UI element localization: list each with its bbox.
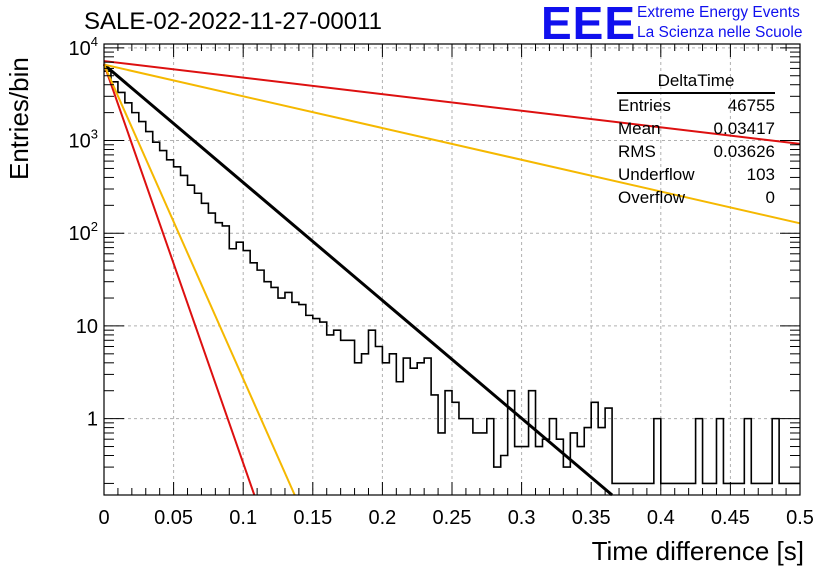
x-tick-label: 0 xyxy=(98,507,109,529)
stats-label: Entries xyxy=(618,96,671,115)
x-axis-title: Time difference [s] xyxy=(591,536,804,566)
fit-line-4 xyxy=(103,63,256,496)
fit-lines xyxy=(103,60,801,497)
stats-label: Overflow xyxy=(618,188,686,207)
stats-label: RMS xyxy=(618,142,656,161)
x-tick-label: 0.45 xyxy=(711,507,750,529)
stats-row-mean: Mean 0.03417 xyxy=(609,117,775,140)
stats-row-entries: Entries 46755 xyxy=(609,94,775,117)
axis-ticks xyxy=(103,44,801,495)
x-tick-label: 0.4 xyxy=(647,507,675,529)
x-tick-label: 0.2 xyxy=(368,507,396,529)
y-axis-title: Entries/bin xyxy=(4,57,34,180)
histogram-bins xyxy=(104,70,800,485)
stats-row-rms: RMS 0.03626 xyxy=(609,140,775,163)
tick-labels: 0 0.05 0.1 0.15 0.2 0.25 0.3 0.35 0.4 0.45 0.5 1 10 1… xyxy=(69,34,814,529)
y-tick-label: 103 xyxy=(69,127,98,153)
x-tick-label: 0.35 xyxy=(572,507,611,529)
fit-line-3 xyxy=(103,63,801,225)
fit-line-5 xyxy=(103,64,296,496)
page-title: SALE-02-2022-11-27-00011 xyxy=(84,8,382,35)
fit-line-2 xyxy=(103,60,801,145)
brand-name-line2: La Scienza nelle Scuole xyxy=(637,24,803,41)
stats-value: 0.03626 xyxy=(713,142,775,161)
x-tick-label: 0.05 xyxy=(154,507,193,529)
stats-value: 103 xyxy=(746,165,775,184)
stats-row-underflow: Underflow 103 xyxy=(609,163,775,186)
y-tick-label: 102 xyxy=(69,219,98,245)
x-tick-label: 0.3 xyxy=(508,507,536,529)
x-tick-label: 0.1 xyxy=(229,507,257,529)
y-tick-label: 1 xyxy=(87,409,98,431)
stats-value: 0 xyxy=(765,188,775,207)
x-tick-label: 0.5 xyxy=(786,507,814,529)
stats-value: 46755 xyxy=(727,96,775,115)
fit-line-1 xyxy=(103,63,614,497)
stats-label: Mean xyxy=(618,119,661,138)
stats-title: DeltaTime xyxy=(617,70,775,94)
histogram xyxy=(104,70,800,485)
y-tick-label: 104 xyxy=(69,34,98,60)
stats-label: Underflow xyxy=(618,165,695,184)
brand-name-line1: Extreme Energy Events xyxy=(637,4,800,21)
brand-logo: EEE xyxy=(541,0,637,49)
stats-value: 0.03417 xyxy=(713,119,775,138)
y-tick-label: 10 xyxy=(76,316,98,338)
stats-box: DeltaTime Entries 46755 Mean 0.03417 RMS… xyxy=(609,70,775,209)
x-tick-label: 0.15 xyxy=(293,507,332,529)
stats-row-overflow: Overflow 0 xyxy=(609,186,775,209)
x-tick-label: 0.25 xyxy=(433,507,472,529)
